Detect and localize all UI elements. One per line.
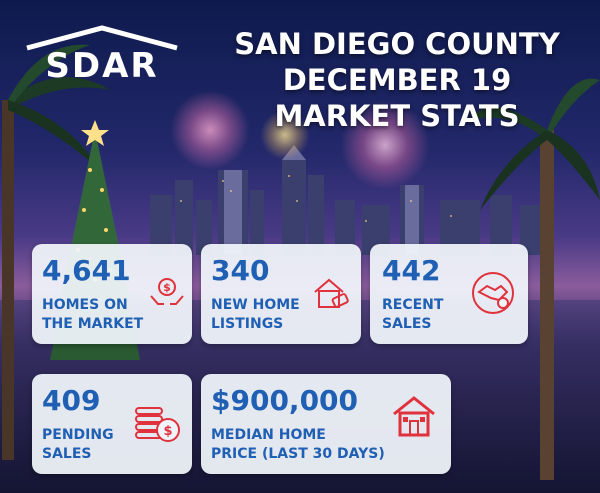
firework (340, 100, 430, 190)
stat-card-pending-sales: 409 PENDING SALES $ (32, 374, 192, 474)
stat-value: 409 (42, 384, 101, 417)
page-title: SAN DIEGO COUNTY DECEMBER 19 MARKET STAT… (212, 26, 582, 134)
logo-text: SDAR (45, 46, 159, 86)
title-line-1: SAN DIEGO COUNTY (234, 27, 560, 61)
stat-label: NEW HOME LISTINGS (211, 297, 300, 332)
sdar-logo: SDAR (22, 22, 182, 86)
stat-card-homes-on-market: 4,641 HOMES ON THE MARKET $ (32, 244, 192, 344)
stat-card-recent-sales: 442 RECENT SALES (370, 244, 528, 344)
stat-value: 4,641 (42, 254, 131, 287)
house-tag-icon (314, 278, 349, 308)
roof-outline-icon (26, 25, 178, 51)
svg-text:$: $ (163, 424, 172, 439)
firework (170, 90, 250, 170)
title-line-2: DECEMBER 19 (282, 63, 512, 97)
stat-card-new-listings: 340 NEW HOME LISTINGS (201, 244, 361, 344)
stat-value: 442 (382, 254, 441, 287)
title-line-3: MARKET STATS (274, 99, 520, 133)
stat-label: HOMES ON THE MARKET (42, 297, 144, 332)
palm-tree (2, 44, 110, 460)
palm-tree (470, 78, 600, 480)
stat-value: $900,000 (211, 384, 359, 417)
firework (260, 110, 310, 160)
stat-value: 340 (211, 254, 270, 287)
handshake-icon (472, 272, 514, 314)
stat-card-median-price: $900,000 MEDIAN HOME PRICE (LAST 30 DAYS… (201, 374, 451, 474)
stat-label: PENDING SALES (42, 427, 114, 462)
hands-money-icon: $ (150, 278, 184, 305)
svg-text:$: $ (163, 281, 171, 294)
stat-label: RECENT SALES (382, 297, 444, 332)
coins-icon: $ (135, 407, 180, 442)
stat-label: MEDIAN HOME PRICE (LAST 30 DAYS) (211, 427, 385, 462)
house-icon (393, 396, 435, 437)
